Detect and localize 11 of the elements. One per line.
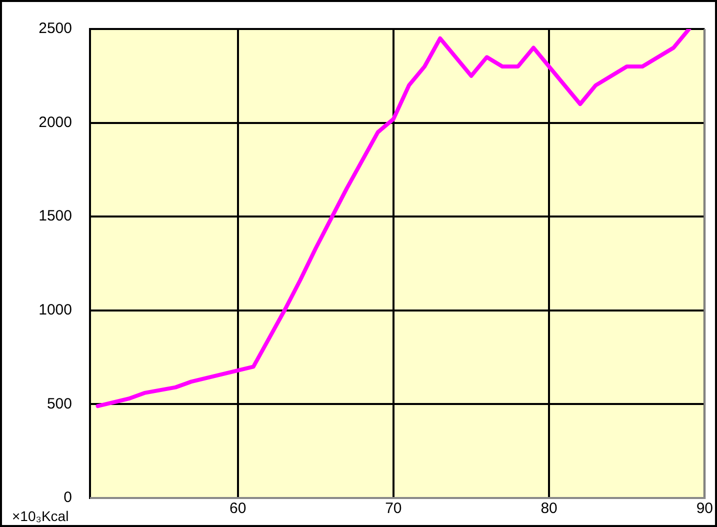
y-tick-label: 1500: [38, 208, 72, 225]
y-tick-label: 2000: [38, 114, 72, 131]
y-tick-label: 0: [64, 489, 72, 506]
y-tick-label: 1000: [38, 302, 72, 319]
x-tick-label: 80: [540, 500, 558, 518]
x-tick-label: 70: [385, 500, 402, 518]
y-tick-label: 500: [46, 395, 72, 412]
y-tick-label: 2500: [38, 20, 72, 38]
x-tick-label: 60: [229, 500, 246, 518]
x-tick-label: 90: [696, 500, 713, 518]
y-axis-title: ×10₃Kcal: [12, 508, 69, 524]
